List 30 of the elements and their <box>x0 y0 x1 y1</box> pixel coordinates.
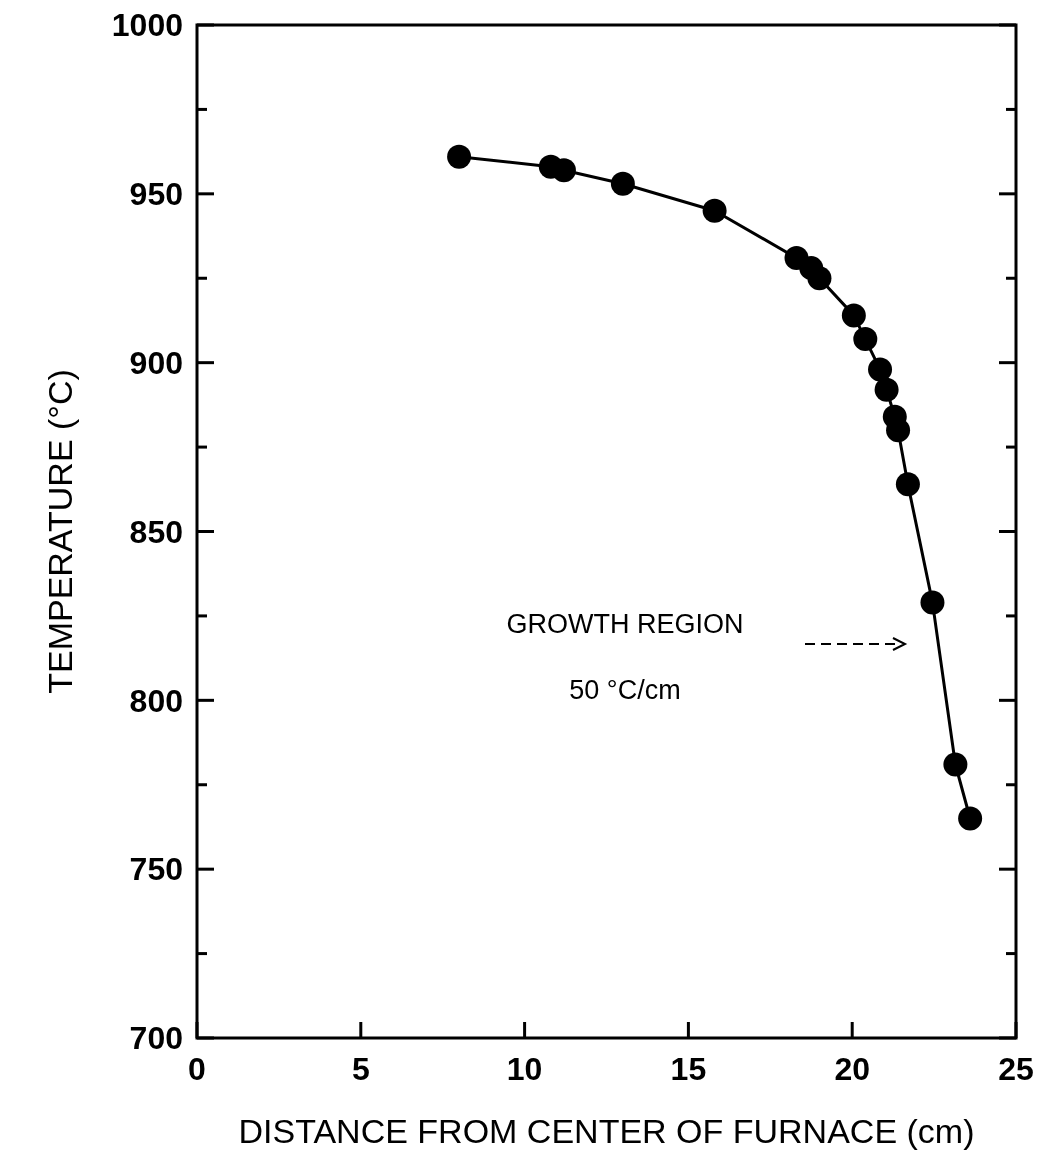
x-tick-label: 5 <box>351 1051 370 1087</box>
x-tick-label: 0 <box>188 1051 206 1087</box>
point <box>807 266 832 291</box>
point <box>874 377 899 402</box>
annotation: 50 °C/cm <box>569 675 681 705</box>
annotation: GROWTH REGION <box>506 609 744 639</box>
y-tick-label: 750 <box>129 851 183 888</box>
point <box>841 303 866 328</box>
y-tick-label: 800 <box>129 682 183 719</box>
point <box>868 357 893 382</box>
x-tick-label: 15 <box>670 1051 707 1087</box>
x-tick-label: 25 <box>998 1051 1034 1087</box>
point <box>920 590 945 615</box>
point <box>702 198 727 223</box>
x-axis-title: DISTANCE FROM CENTER OF FURNACE (cm) <box>238 1112 975 1150</box>
y-tick-label: 700 <box>129 1020 183 1057</box>
y-tick-label: 1000 <box>111 7 183 44</box>
point <box>853 327 878 352</box>
y-tick-label: 900 <box>129 344 183 381</box>
y-tick-label: 850 <box>129 513 183 550</box>
point <box>610 171 635 196</box>
point <box>958 806 983 831</box>
y-tick-label: 950 <box>129 176 183 213</box>
point <box>895 472 920 497</box>
x-tick-label: 20 <box>834 1051 870 1087</box>
point <box>943 752 968 777</box>
point <box>447 144 472 169</box>
y-axis-title: TEMPERATURE (°C) <box>41 369 79 694</box>
x-tick-label: 10 <box>506 1051 543 1087</box>
point <box>886 418 911 443</box>
